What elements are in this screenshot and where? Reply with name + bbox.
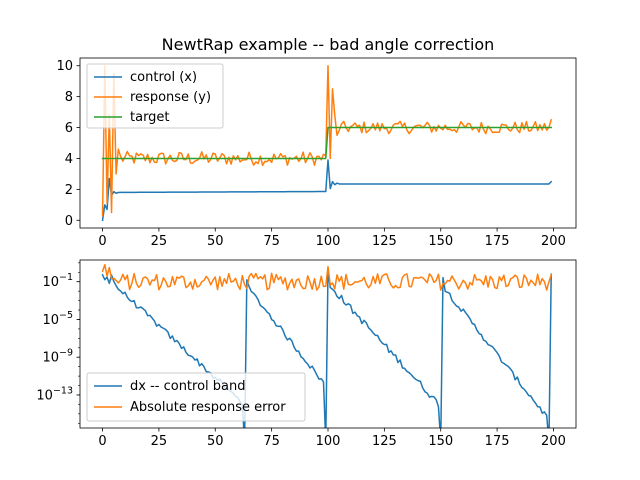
y-tick-label: 10−5 xyxy=(42,310,73,328)
x-tick-label: 150 xyxy=(428,434,453,449)
x-tick-label: 50 xyxy=(207,234,224,249)
y-tick-label: 8 xyxy=(65,90,73,105)
y-tick-label: 2 xyxy=(65,183,73,198)
x-tick-label: 0 xyxy=(98,234,106,249)
top-legend: control (x) response (y) target xyxy=(86,63,224,129)
bottom-axes-frame xyxy=(79,259,577,429)
y-tick-label: 10−1 xyxy=(42,272,73,290)
bottom-legend: dx -- control band Absolute response err… xyxy=(86,372,306,422)
bottom-axes-ticks: 0 25 50 75 100 125 150 175 200 10−1 10−5 10−9 10−13 xyxy=(36,262,566,449)
series-line-control xyxy=(101,159,553,222)
bottom-legend-box xyxy=(86,372,306,422)
top-legend-box xyxy=(86,63,224,129)
chart-title: NewtRap example -- bad angle correction xyxy=(162,35,495,54)
x-tick-label: 75 xyxy=(263,234,280,249)
y-tick-label: 4 xyxy=(65,152,73,167)
bottom-axes: 0 25 50 75 100 125 150 175 20010−110−510−910−13 … xyxy=(36,259,577,449)
legend-label-target: target xyxy=(130,110,170,125)
x-tick-label: 25 xyxy=(151,234,168,249)
y-tick-label: 10−9 xyxy=(42,348,73,366)
series-line-dx xyxy=(101,269,552,428)
x-tick-label: 125 xyxy=(372,234,397,249)
x-tick-label: 200 xyxy=(541,434,566,449)
x-tick-label: 75 xyxy=(263,434,280,449)
legend-label-response: response (y) xyxy=(130,90,211,105)
top-axes-frame xyxy=(79,57,577,229)
x-tick-label: 50 xyxy=(207,434,224,449)
x-tick-label: 100 xyxy=(316,234,341,249)
legend-label-error: Absolute response error xyxy=(130,400,286,415)
legend-label-dx: dx -- control band xyxy=(130,379,246,394)
x-tick-label: 150 xyxy=(428,234,453,249)
y-tick-label: 6 xyxy=(65,121,73,136)
series-line-error xyxy=(101,263,553,291)
x-tick-label: 200 xyxy=(541,234,566,249)
top-axes-ticks: 0 25 50 75 100 125 150 175 200 0 2 4 6 8 10 xyxy=(56,59,565,249)
x-tick-label: 100 xyxy=(316,434,341,449)
series-line-target xyxy=(101,126,552,160)
legend-label-control: control (x) xyxy=(130,70,197,85)
x-tick-label: 175 xyxy=(485,434,510,449)
y-tick-label: 10−13 xyxy=(36,385,73,403)
y-tick-label: 10 xyxy=(56,59,73,74)
top-axes: 0 25 50 75 100 125 150 175 200 0 2 4 6 8 10 control (x… xyxy=(56,57,577,249)
x-tick-label: 25 xyxy=(151,434,168,449)
x-tick-label: 0 xyxy=(98,434,106,449)
y-tick-label: 0 xyxy=(65,214,73,229)
x-tick-label: 175 xyxy=(485,234,510,249)
x-tick-label: 125 xyxy=(372,434,397,449)
